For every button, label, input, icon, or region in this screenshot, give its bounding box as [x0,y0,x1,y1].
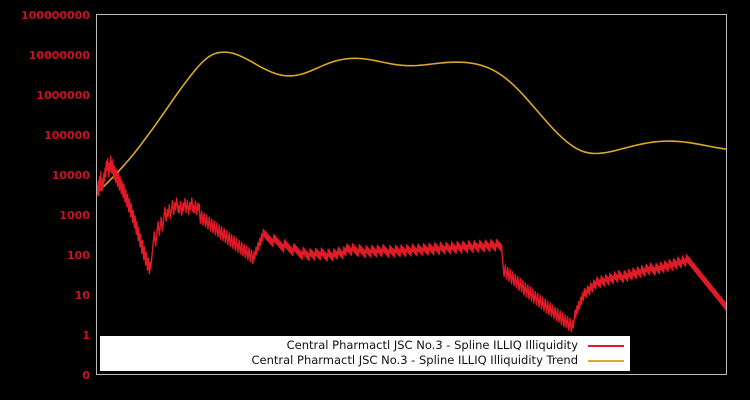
y-axis: 100000000 10000000 1000000 100000 10000 1000 1… [0,0,90,400]
y-axis-tick-label: 1000 [59,209,90,222]
legend-entry[interactable]: Central Pharmactl JSC No.3 - Spline ILLI… [104,353,626,368]
y-axis-tick-label: 1000000 [36,89,90,102]
legend-entry-label: Central Pharmactl JSC No.3 - Spline ILLI… [251,353,578,367]
legend-entry-label: Central Pharmactl JSC No.3 - Spline ILLI… [286,338,578,352]
series-line-trend [97,51,726,194]
series-canvas [97,51,726,333]
y-axis-tick-label: 100000000 [21,9,90,22]
y-axis-tick-label: 1 [82,329,90,342]
y-axis-tick-label: 10000000 [28,49,90,62]
legend-entry[interactable]: Central Pharmactl JSC No.3 - Spline ILLI… [104,338,626,353]
y-axis-tick-label: 10000 [51,169,90,182]
y-axis-tick-label: 10 [74,289,90,302]
legend: Central Pharmactl JSC No.3 - Spline ILLI… [100,336,630,371]
plot-area [96,14,727,375]
series-line-illiquidity [97,155,726,333]
legend-color-swatch [588,344,624,347]
y-axis-tick-label: 100000 [44,129,90,142]
y-axis-tick-label: 100 [67,249,90,262]
legend-color-swatch [588,359,624,362]
y-axis-tick-label: 0 [82,369,90,382]
